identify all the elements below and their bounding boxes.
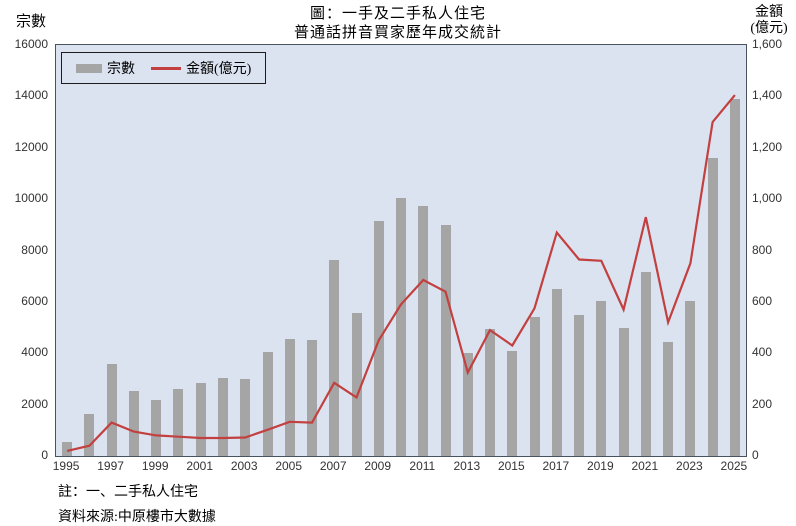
bar-1998	[128, 390, 139, 456]
right-tick-800: 800	[752, 243, 773, 257]
right-tick-0: 0	[752, 448, 759, 462]
bar-2004	[262, 352, 273, 456]
bar-2012	[440, 224, 451, 456]
bar-1997	[106, 363, 117, 456]
bar-2003	[240, 378, 251, 456]
bar-2018	[574, 314, 585, 456]
x-tick-2017: 2017	[542, 459, 570, 473]
bar-2001	[195, 382, 206, 456]
x-tick-2011: 2011	[409, 459, 436, 473]
x-tick-1995: 1995	[52, 459, 80, 473]
x-tick-2019: 2019	[586, 459, 614, 473]
right-axis-title-line1: 金額	[755, 5, 783, 20]
legend-item-cases: 宗數	[76, 58, 135, 78]
bar-2024	[707, 158, 718, 456]
footnote-source: 資料來源:中原樓市大數據	[58, 510, 216, 525]
left-axis-title: 宗數	[16, 14, 47, 30]
bar-2010	[396, 197, 406, 456]
x-tick-2009: 2009	[364, 459, 392, 473]
bar-2022	[663, 341, 674, 456]
right-tick-1,600: 1,600	[752, 37, 783, 51]
bar-2002	[217, 377, 228, 456]
x-tick-2005: 2005	[275, 459, 303, 473]
plot-area	[55, 44, 747, 457]
bar-2011	[418, 205, 429, 456]
footnote-note: 註：一、二手私人住宅	[58, 485, 198, 500]
amount-line-series	[66, 94, 736, 452]
bar-2023	[685, 300, 696, 456]
left-tick-16000: 16000	[14, 37, 48, 51]
bar-2014	[485, 328, 495, 456]
right-tick-200: 200	[752, 397, 773, 411]
bar-2008	[351, 313, 362, 456]
left-tick-6000: 6000	[21, 294, 48, 308]
left-tick-12000: 12000	[14, 140, 48, 154]
bar-1996	[84, 413, 95, 456]
bar-2006	[307, 340, 317, 456]
bar-2021	[640, 272, 651, 456]
bar-2016	[529, 317, 540, 456]
bar-1999	[151, 399, 162, 456]
chart-title-line2: 普通話拼音買家歷年成交統計	[293, 25, 502, 41]
bar-2015	[507, 350, 518, 456]
legend: 宗數 金額(億元)	[61, 52, 267, 84]
bar-swatch-icon	[76, 63, 102, 73]
right-tick-600: 600	[752, 294, 773, 308]
x-tick-2021: 2021	[631, 459, 659, 473]
line-swatch-icon	[151, 66, 181, 70]
bar-2025	[729, 98, 740, 456]
bar-2019	[596, 300, 607, 456]
right-tick-400: 400	[752, 345, 773, 359]
left-tick-8000: 8000	[21, 243, 48, 257]
amount-line	[66, 94, 736, 452]
bar-2005	[284, 339, 295, 456]
left-tick-2000: 2000	[21, 397, 48, 411]
left-tick-0: 0	[41, 448, 48, 462]
chart-title-line1: 圖：一手及二手私人住宅	[309, 6, 486, 22]
right-axis-title: 金額 (億元)	[742, 5, 796, 37]
x-tick-1999: 1999	[141, 459, 169, 473]
legend-label-cases: 宗數	[107, 62, 135, 77]
right-tick-1,400: 1,400	[752, 88, 783, 102]
x-tick-2013: 2013	[453, 459, 481, 473]
left-tick-14000: 14000	[14, 88, 48, 102]
right-tick-1,000: 1,000	[752, 191, 783, 205]
left-tick-4000: 4000	[21, 345, 48, 359]
bar-2013	[462, 353, 473, 456]
left-tick-10000: 10000	[14, 191, 48, 205]
x-tick-2001: 2001	[186, 459, 214, 473]
right-axis-title-line2: (億元)	[750, 21, 788, 36]
legend-label-amount: 金額(億元)	[186, 62, 252, 77]
x-tick-2007: 2007	[319, 459, 347, 473]
bar-2007	[329, 259, 340, 456]
bar-2017	[551, 289, 562, 456]
legend-item-amount: 金額(億元)	[151, 58, 251, 78]
right-tick-1,200: 1,200	[752, 140, 783, 154]
x-tick-2015: 2015	[497, 459, 525, 473]
x-tick-2023: 2023	[676, 459, 703, 473]
bar-2020	[618, 327, 629, 456]
x-tick-2025: 2025	[720, 459, 748, 473]
chart-title: 圖：一手及二手私人住宅 普通話拼音買家歷年成交統計	[0, 5, 796, 43]
x-tick-2003: 2003	[230, 459, 258, 473]
x-tick-1997: 1997	[97, 459, 124, 473]
bar-2000	[173, 389, 184, 456]
bar-1995	[62, 441, 73, 456]
